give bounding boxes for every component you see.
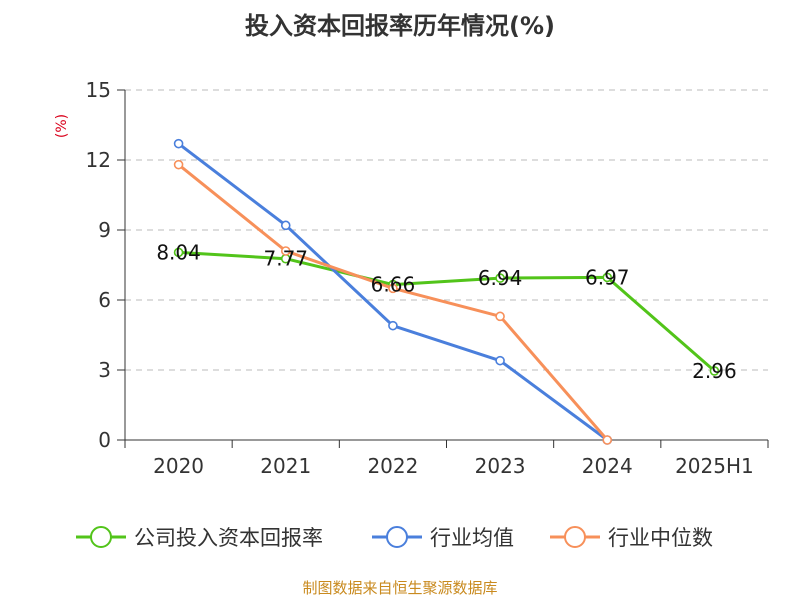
data-label: 7.77 [263,247,308,271]
y-tick-label: 12 [86,148,111,172]
data-label: 8.04 [156,240,201,264]
y-axis-label: (%) [54,114,70,138]
data-point [388,320,398,331]
legend-item[interactable]: 行业均值 [372,526,514,550]
data-point [602,272,613,283]
data-point [173,159,184,170]
gridlines [125,89,768,371]
legend-marker [564,526,586,548]
data-label: 6.97 [585,265,630,289]
data-point [709,366,720,376]
legend-marker [386,526,408,548]
series-line-2 [177,163,609,441]
legend-label: 公司投入资本回报率 [134,526,323,550]
data-label: 6.66 [371,273,416,297]
chart-title: 投入资本回报率历年情况(%) [245,12,555,40]
legend-label: 行业均值 [430,526,514,550]
data-point [495,273,505,283]
data-point [495,311,505,322]
legend-label: 行业中位数 [608,526,713,550]
x-tick-label: 2023 [475,454,526,478]
source-note: 制图数据来自恒生聚源数据库 [302,579,497,597]
x-tick-label: 2021 [260,454,311,478]
data-labels: 8.04 7.77 6.66 6.94 6.97 2.96 [156,240,736,383]
x-tick-label: 2025H1 [675,454,754,478]
legend[interactable]: 公司投入资本回报率 行业均值 行业中位数 [76,526,713,550]
x-tick-label: 2020 [153,454,204,478]
data-point [495,355,505,366]
x-tick-label: 2022 [367,454,418,478]
y-tick-label: 6 [98,288,111,312]
data-label: 2.96 [692,359,737,383]
data-point [388,283,398,294]
axes: 0 3 6 9 12 15 2020 2021 2022 2023 2024 2025H1 [86,78,769,478]
series-lines [173,138,720,445]
data-point [602,435,613,445]
y-tick-label: 15 [86,78,111,102]
data-point [173,247,184,258]
legend-item[interactable]: 公司投入资本回报率 [76,526,323,550]
series-line-0 [178,250,716,373]
y-tick-label: 9 [98,218,111,242]
data-point [280,220,291,231]
x-tick-label: 2024 [582,454,633,478]
y-tick-label: 3 [98,358,111,382]
data-point [173,138,184,149]
data-point [280,246,291,256]
data-label: 6.94 [478,266,523,290]
legend-item[interactable]: 行业中位数 [550,526,713,550]
legend-marker [90,526,112,548]
y-tick-label: 0 [98,428,111,452]
